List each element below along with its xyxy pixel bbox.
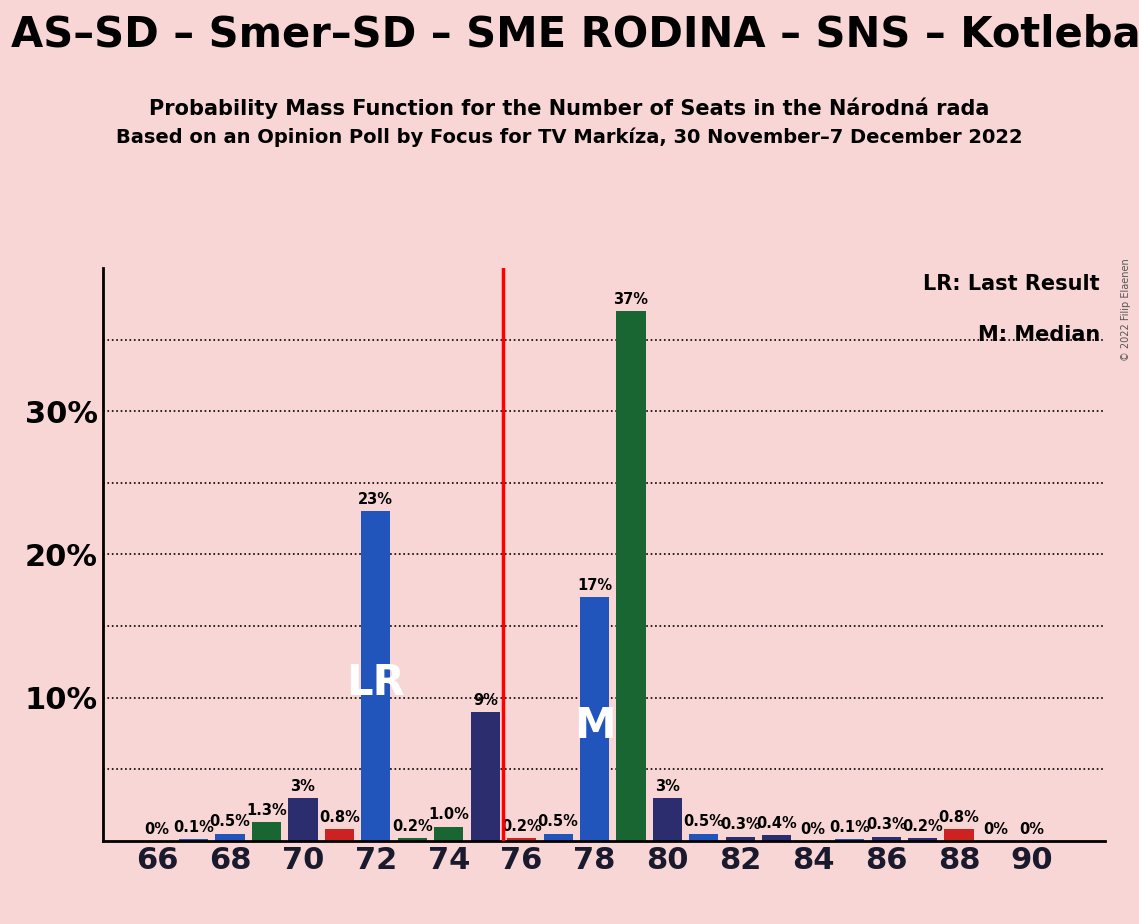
Text: 0%: 0% [801, 821, 826, 836]
Text: 0%: 0% [145, 821, 170, 836]
Text: 1.0%: 1.0% [428, 808, 469, 822]
Bar [543, 833, 573, 841]
Bar [470, 711, 500, 841]
Text: Based on an Opinion Poll by Focus for TV Markíza, 30 November–7 December 2022: Based on an Opinion Poll by Focus for TV… [116, 128, 1023, 147]
Bar [325, 830, 354, 841]
Text: 0.8%: 0.8% [319, 810, 360, 825]
Text: 0.3%: 0.3% [720, 817, 761, 833]
Bar [616, 310, 646, 841]
Bar [726, 836, 755, 841]
Text: 3%: 3% [655, 779, 680, 794]
Bar [871, 836, 901, 841]
Text: 0.5%: 0.5% [538, 814, 579, 830]
Text: 0%: 0% [1019, 821, 1044, 836]
Text: 37%: 37% [614, 292, 648, 307]
Text: 0.2%: 0.2% [902, 819, 943, 833]
Text: AS–SD – Smer–SD – SME RODINA – SNS – Kotleba–ĽŠ: AS–SD – Smer–SD – SME RODINA – SNS – Kot… [11, 14, 1139, 55]
Text: 0.5%: 0.5% [210, 814, 251, 830]
Text: LR: Last Result: LR: Last Result [924, 274, 1100, 294]
Bar [580, 597, 609, 841]
Bar [215, 833, 245, 841]
Bar [434, 826, 464, 841]
Text: 0.5%: 0.5% [683, 814, 724, 830]
Bar [835, 839, 865, 841]
Text: 9%: 9% [473, 693, 498, 708]
Bar [653, 797, 682, 841]
Text: 0.2%: 0.2% [501, 819, 542, 833]
Text: 0.1%: 0.1% [829, 821, 870, 835]
Bar [944, 830, 974, 841]
Text: Probability Mass Function for the Number of Seats in the Národná rada: Probability Mass Function for the Number… [149, 97, 990, 118]
Text: 0.4%: 0.4% [756, 816, 797, 831]
Bar [252, 822, 281, 841]
Bar [361, 512, 391, 841]
Text: 0.2%: 0.2% [392, 819, 433, 833]
Bar [762, 835, 792, 841]
Text: LR: LR [346, 663, 405, 704]
Text: M: M [574, 705, 615, 748]
Text: 1.3%: 1.3% [246, 803, 287, 818]
Text: M: Median: M: Median [977, 325, 1100, 346]
Bar [507, 838, 536, 841]
Bar [398, 838, 427, 841]
Text: © 2022 Filip Elaenen: © 2022 Filip Elaenen [1121, 259, 1131, 361]
Bar [288, 797, 318, 841]
Text: 3%: 3% [290, 779, 316, 794]
Text: 0.1%: 0.1% [173, 821, 214, 835]
Text: 0.3%: 0.3% [866, 817, 907, 833]
Text: 17%: 17% [577, 578, 612, 593]
Text: 23%: 23% [359, 492, 393, 507]
Bar [689, 833, 719, 841]
Text: 0%: 0% [983, 821, 1008, 836]
Text: 0.8%: 0.8% [939, 810, 980, 825]
Bar [908, 838, 937, 841]
Bar [179, 839, 208, 841]
